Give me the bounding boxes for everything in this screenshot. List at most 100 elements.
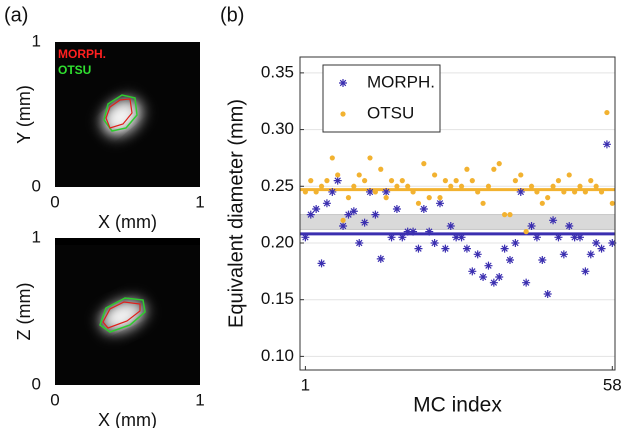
point: [441, 244, 450, 253]
point: [588, 178, 594, 184]
point: [419, 204, 428, 213]
point: [522, 278, 531, 287]
point: [383, 195, 389, 201]
point: [308, 178, 314, 184]
point: [432, 172, 438, 178]
point: [398, 233, 407, 242]
point: [453, 178, 459, 184]
point: [532, 233, 541, 242]
y-tick-label: 0: [32, 374, 41, 393]
legend-label: MORPH.: [367, 72, 435, 91]
point: [523, 229, 529, 235]
point: [344, 210, 353, 219]
y-axis-label: Y (mm): [14, 85, 34, 144]
point: [448, 183, 454, 189]
point: [378, 166, 384, 172]
point: [403, 227, 412, 236]
x-axis-label: MC index: [413, 394, 502, 417]
point: [479, 273, 488, 282]
y-tick-label: 1: [32, 31, 41, 50]
point: [409, 227, 418, 236]
point: [480, 200, 486, 206]
point: [457, 233, 466, 242]
point: [410, 189, 416, 195]
point: [539, 200, 545, 206]
point: [415, 200, 422, 206]
point: [301, 233, 310, 242]
x-tick-label: 58: [603, 375, 622, 394]
panel-label: (a): [4, 4, 28, 26]
point: [555, 178, 562, 184]
point: [473, 250, 482, 259]
y-axis-label: Z (mm): [14, 283, 34, 341]
point: [604, 109, 610, 116]
point: [313, 189, 319, 195]
point: [608, 238, 617, 247]
panel-label: (b): [220, 4, 244, 26]
point: [372, 189, 378, 195]
y-tick-label: 0.20: [261, 232, 294, 251]
image-2: [55, 238, 200, 385]
point: [339, 221, 348, 230]
point: [392, 204, 401, 213]
point: [586, 250, 595, 259]
point: [340, 217, 346, 223]
point: [489, 278, 498, 287]
point: [511, 238, 520, 247]
point: [592, 238, 601, 247]
point: [335, 172, 341, 178]
point: [565, 221, 574, 230]
point: [464, 166, 470, 172]
y-tick-label: 0.25: [261, 176, 294, 195]
point: [549, 216, 558, 225]
point: [518, 172, 524, 178]
y-tick-label: 0.15: [261, 289, 294, 308]
point: [554, 233, 563, 242]
point: [366, 187, 374, 196]
point: [550, 183, 556, 189]
point: [356, 172, 362, 178]
point: [414, 244, 423, 253]
point: [559, 250, 568, 259]
legend-box: [322, 64, 441, 133]
point: [495, 273, 504, 282]
point: [609, 200, 615, 206]
point: [345, 195, 352, 201]
legend-marker: [339, 79, 347, 87]
point: [436, 199, 444, 208]
point: [484, 261, 493, 270]
y-tick-label: 0.30: [261, 119, 294, 138]
point: [572, 189, 578, 195]
point: [507, 212, 513, 218]
point: [581, 267, 590, 276]
point: [485, 183, 492, 189]
legend-label: OTSU: [58, 63, 91, 77]
point: [425, 227, 434, 236]
point: [328, 187, 337, 196]
point: [500, 244, 509, 253]
point: [430, 238, 439, 247]
point: [360, 218, 369, 227]
legend-label: OTSU: [367, 103, 414, 122]
point: [382, 187, 391, 196]
y-axis-label: Equivalent diameter (mm): [225, 99, 247, 328]
point: [545, 195, 551, 201]
point: [329, 155, 335, 161]
point: [324, 178, 330, 184]
point: [458, 183, 465, 189]
point: [462, 244, 471, 253]
point: [318, 183, 325, 189]
point: [593, 183, 599, 189]
point: [602, 140, 611, 149]
point: [387, 233, 396, 242]
point: [576, 233, 584, 242]
plot-frame: [299, 56, 616, 371]
image-1: [55, 42, 200, 187]
point: [437, 195, 443, 201]
point: [333, 176, 342, 185]
point: [543, 290, 552, 299]
point: [371, 210, 380, 219]
point: [312, 204, 321, 213]
x-tick-label: 0: [50, 192, 59, 211]
